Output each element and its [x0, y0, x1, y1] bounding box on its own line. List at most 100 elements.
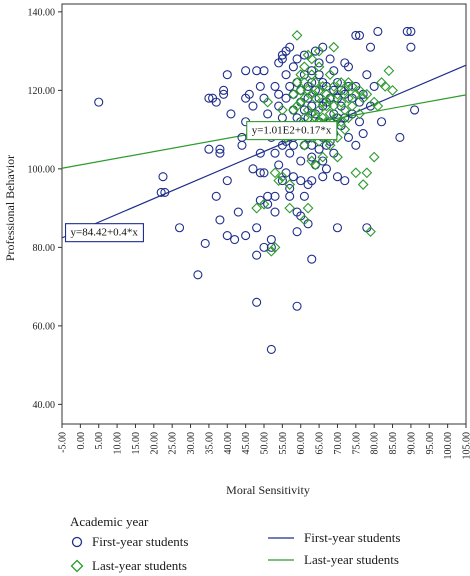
- point-first-year: [215, 215, 225, 225]
- point-first-year: [193, 270, 203, 280]
- point-last-year: [258, 198, 270, 210]
- point-first-year: [402, 26, 412, 37]
- point-last-year: [295, 69, 307, 81]
- equation-box: [64, 223, 144, 243]
- point-first-year: [325, 54, 335, 64]
- point-first-year: [296, 156, 306, 166]
- point-first-year: [332, 223, 343, 233]
- point-first-year: [215, 144, 225, 154]
- point-last-year: [350, 88, 362, 100]
- point-last-year: [299, 61, 310, 73]
- legend: Academic year First-year students Last-y…: [70, 512, 465, 574]
- x-tick-label: 60.00: [296, 432, 307, 455]
- point-first-year: [211, 191, 221, 201]
- point-first-year: [292, 301, 302, 311]
- point-first-year: [219, 85, 229, 95]
- x-tick-label: 5.00: [94, 432, 105, 450]
- point-first-year: [285, 81, 295, 91]
- point-first-year: [222, 231, 232, 241]
- y-axis-title: Professional Behavior: [3, 155, 17, 261]
- point-last-year: [299, 77, 310, 88]
- point-last-year: [372, 100, 384, 112]
- point-last-year: [295, 96, 307, 108]
- point-first-year: [274, 89, 284, 99]
- point-last-year: [335, 116, 347, 128]
- equation-box: [246, 121, 338, 141]
- point-first-year: [255, 81, 265, 91]
- point-first-year: [226, 109, 236, 119]
- point-first-year: [248, 101, 258, 111]
- point-first-year: [270, 191, 280, 201]
- point-first-year: [354, 30, 365, 40]
- point-last-year: [310, 92, 321, 104]
- point-first-year: [373, 26, 383, 37]
- point-last-year: [324, 69, 336, 81]
- point-last-year: [313, 45, 325, 57]
- x-tick-label: 100.00: [443, 432, 454, 460]
- point-last-year: [343, 92, 354, 104]
- point-first-year: [288, 140, 298, 150]
- x-tick-label: 65.00: [315, 432, 326, 455]
- point-first-year: [255, 148, 265, 158]
- point-last-year: [328, 100, 340, 112]
- point-last-year: [313, 61, 325, 73]
- plot-area: [61, 3, 467, 425]
- point-last-year: [269, 167, 281, 179]
- point-first-year: [94, 97, 104, 107]
- point-first-year: [285, 191, 295, 201]
- point-first-year: [318, 156, 328, 166]
- point-last-year: [313, 104, 325, 116]
- point-last-year: [379, 81, 391, 92]
- point-first-year: [358, 128, 368, 139]
- point-first-year: [285, 148, 295, 158]
- point-first-year: [204, 144, 214, 154]
- x-tick-label: 30.00: [186, 432, 197, 455]
- point-last-year: [313, 84, 325, 96]
- point-first-year: [160, 187, 170, 197]
- point-first-year: [248, 164, 258, 174]
- x-tick-label: 85.00: [388, 432, 399, 455]
- point-first-year: [299, 50, 309, 60]
- point-first-year: [318, 172, 328, 182]
- point-last-year: [276, 171, 288, 183]
- point-first-year: [222, 70, 232, 80]
- point-last-year: [288, 104, 299, 116]
- x-tick-label: 90.00: [406, 432, 417, 455]
- point-first-year: [259, 168, 269, 178]
- point-first-year: [204, 93, 214, 103]
- point-last-year: [357, 179, 369, 190]
- point-first-year: [233, 207, 243, 217]
- x-tick-label: 55.00: [278, 432, 289, 455]
- point-first-year: [362, 70, 372, 80]
- equation-text: y=1.01E2+0.17*x: [252, 125, 332, 137]
- legend-item-first-year-marker: First-year students: [70, 534, 188, 550]
- point-first-year: [281, 93, 291, 103]
- point-first-year: [307, 152, 317, 162]
- legend-label: First-year students: [304, 530, 401, 545]
- point-last-year: [354, 108, 365, 120]
- point-first-year: [156, 187, 166, 197]
- point-first-year: [222, 176, 232, 186]
- point-first-year: [237, 140, 247, 150]
- point-first-year: [266, 344, 276, 354]
- point-first-year: [252, 297, 262, 307]
- point-last-year: [332, 151, 343, 163]
- point-first-year: [351, 30, 361, 40]
- point-first-year: [266, 242, 276, 252]
- point-last-year: [339, 104, 351, 116]
- point-last-year: [265, 245, 277, 257]
- point-first-year: [288, 172, 298, 182]
- point-first-year: [281, 70, 291, 80]
- point-first-year: [332, 172, 343, 182]
- point-first-year: [259, 242, 269, 252]
- point-last-year: [357, 92, 369, 104]
- point-last-year: [251, 202, 263, 214]
- point-first-year: [158, 172, 168, 182]
- point-first-year: [252, 66, 262, 76]
- point-first-year: [340, 176, 350, 186]
- point-first-year: [299, 191, 309, 201]
- point-last-year: [383, 65, 395, 77]
- point-first-year: [343, 62, 354, 72]
- line-swatch-icon: [268, 559, 294, 561]
- point-last-year: [291, 77, 303, 88]
